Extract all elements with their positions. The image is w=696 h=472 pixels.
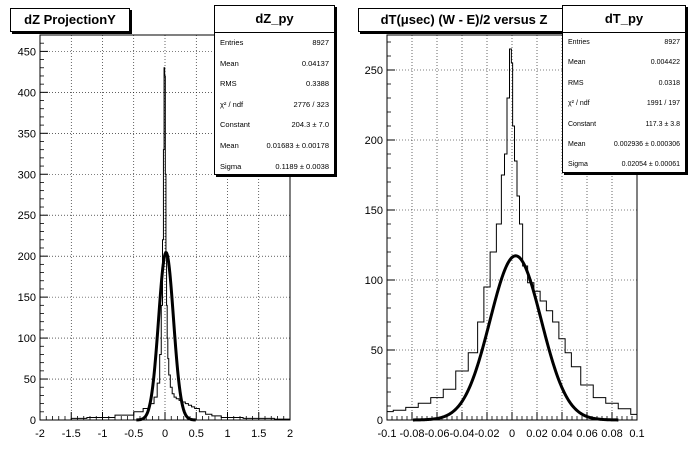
- stats-row: χ² / ndf 1991 / 197: [563, 94, 685, 114]
- stats-label: RMS: [220, 79, 237, 89]
- stats-label: χ² / ndf: [220, 99, 244, 109]
- x-tick-label: 0.5: [189, 428, 204, 440]
- histogram-line: [70, 67, 290, 420]
- y-tick-label: 350: [18, 128, 36, 140]
- x-tick-label: -0.1: [378, 428, 397, 440]
- stats-row: Entries 8927: [563, 33, 685, 53]
- stats-row: Mean 0.01683 ± 0.00178: [215, 136, 334, 157]
- stats-value: 8927: [312, 38, 329, 47]
- stats-value: 204.3 ± 7.0: [291, 120, 329, 130]
- stats-value: 1991 / 197: [646, 100, 680, 108]
- x-tick-label: -0.5: [124, 428, 143, 440]
- x-tick-label: -2: [35, 428, 45, 440]
- stats-row: Sigma 0.02054 ± 0.00061: [563, 155, 685, 175]
- y-tick-label: 400: [18, 87, 36, 99]
- stats-row: Sigma 0.1189 ± 0.0038: [215, 157, 334, 178]
- stats-label: Entries: [568, 39, 590, 46]
- y-tick-label: 150: [18, 292, 36, 304]
- stats-row: Entries 8927: [215, 33, 334, 54]
- stats-value: 2776 / 323: [293, 99, 329, 109]
- stats-value: 0.004422: [650, 59, 680, 67]
- stats-row: Constant 117.3 ± 3.8: [563, 115, 685, 135]
- x-tick-label: -0.02: [474, 428, 499, 440]
- y-tick-label: 450: [18, 46, 36, 58]
- stats-label: Entries: [220, 38, 244, 47]
- y-tick-label: 150: [365, 205, 383, 217]
- stats-label: Constant: [220, 120, 251, 130]
- stats-value: 0.0318: [658, 79, 680, 87]
- stats-label: Mean: [220, 140, 239, 150]
- x-tick-label: 0.08: [601, 428, 622, 440]
- stats-row: Mean 0.002936 ± 0.000306: [563, 135, 685, 155]
- right-stats-box: dT_py Entries 8927 Mean 0.004422 RMS 0.0318 χ²…: [562, 5, 686, 173]
- x-tick-label: 2: [287, 428, 293, 440]
- y-tick-label: 100: [365, 275, 383, 287]
- x-tick-label: 0.04: [551, 428, 572, 440]
- stats-row: Constant 204.3 ± 7.0: [215, 115, 334, 136]
- stats-value: 0.002936 ± 0.000306: [613, 140, 680, 148]
- left-stats-box: dZ_py Entries 8927 Mean 0.04137 RMS 0.3388 χ² …: [214, 5, 335, 175]
- gaussian-fit-curve: [136, 251, 196, 422]
- y-tick-label: 100: [18, 333, 36, 345]
- x-tick-label: -0.08: [399, 428, 424, 440]
- y-tick-label: 200: [365, 135, 383, 147]
- stats-row: χ² / ndf 2776 / 323: [215, 95, 334, 116]
- y-tick-label: 50: [371, 345, 383, 357]
- x-tick-label: 0: [162, 428, 168, 440]
- histogram-line: [386, 48, 637, 420]
- stats-row: Mean 0.04137: [215, 54, 334, 75]
- stats-label: Mean: [568, 140, 586, 148]
- y-tick-label: 250: [365, 65, 383, 77]
- stats-value: 0.02054 ± 0.00061: [621, 161, 680, 169]
- x-tick-label: -0.04: [449, 428, 474, 440]
- gaussian-fit-curve: [412, 254, 619, 422]
- y-tick-label: 0: [377, 415, 383, 427]
- y-tick-label: 0: [30, 415, 36, 427]
- right-chart-title: dT(μsec) (W - E)/2 versus Z: [358, 8, 570, 32]
- x-tick-label: 1.5: [251, 428, 266, 440]
- stats-row: RMS 0.0318: [563, 74, 685, 94]
- stats-row: RMS 0.3388: [215, 74, 334, 95]
- stats-value: 8927: [664, 39, 680, 46]
- stats-label: Mean: [568, 59, 586, 67]
- stats-value: 0.1189 ± 0.0038: [275, 161, 329, 171]
- x-tick-label: 0: [509, 428, 515, 440]
- stats-label: RMS: [568, 79, 584, 87]
- stats-row: Mean 0.004422: [563, 53, 685, 73]
- stats-label: χ² / ndf: [568, 100, 590, 108]
- stats-label: Constant: [568, 120, 597, 128]
- y-tick-label: 250: [18, 210, 36, 222]
- stats-label: Mean: [220, 58, 239, 68]
- x-tick-label: 0.1: [629, 428, 644, 440]
- x-tick-label: 1: [224, 428, 230, 440]
- left-chart-title: dZ ProjectionY: [10, 8, 130, 32]
- stats-value: 0.04137: [301, 58, 329, 68]
- x-tick-label: -1: [98, 428, 108, 440]
- stats-label: Sigma: [568, 161, 588, 169]
- y-tick-label: 200: [18, 251, 36, 263]
- stats-value: 0.01683 ± 0.00178: [266, 140, 329, 150]
- y-tick-label: 50: [24, 374, 36, 386]
- x-tick-label: -1.5: [62, 428, 81, 440]
- left-stats-name: dZ_py: [215, 6, 334, 33]
- stats-label: Sigma: [220, 161, 242, 171]
- right-stats-name: dT_py: [563, 6, 685, 33]
- x-tick-label: 0.06: [576, 428, 597, 440]
- y-tick-label: 300: [18, 169, 36, 181]
- stats-value: 0.3388: [306, 79, 329, 89]
- x-tick-label: 0.02: [526, 428, 547, 440]
- x-tick-label: -0.06: [424, 428, 449, 440]
- stats-value: 117.3 ± 3.8: [645, 120, 680, 128]
